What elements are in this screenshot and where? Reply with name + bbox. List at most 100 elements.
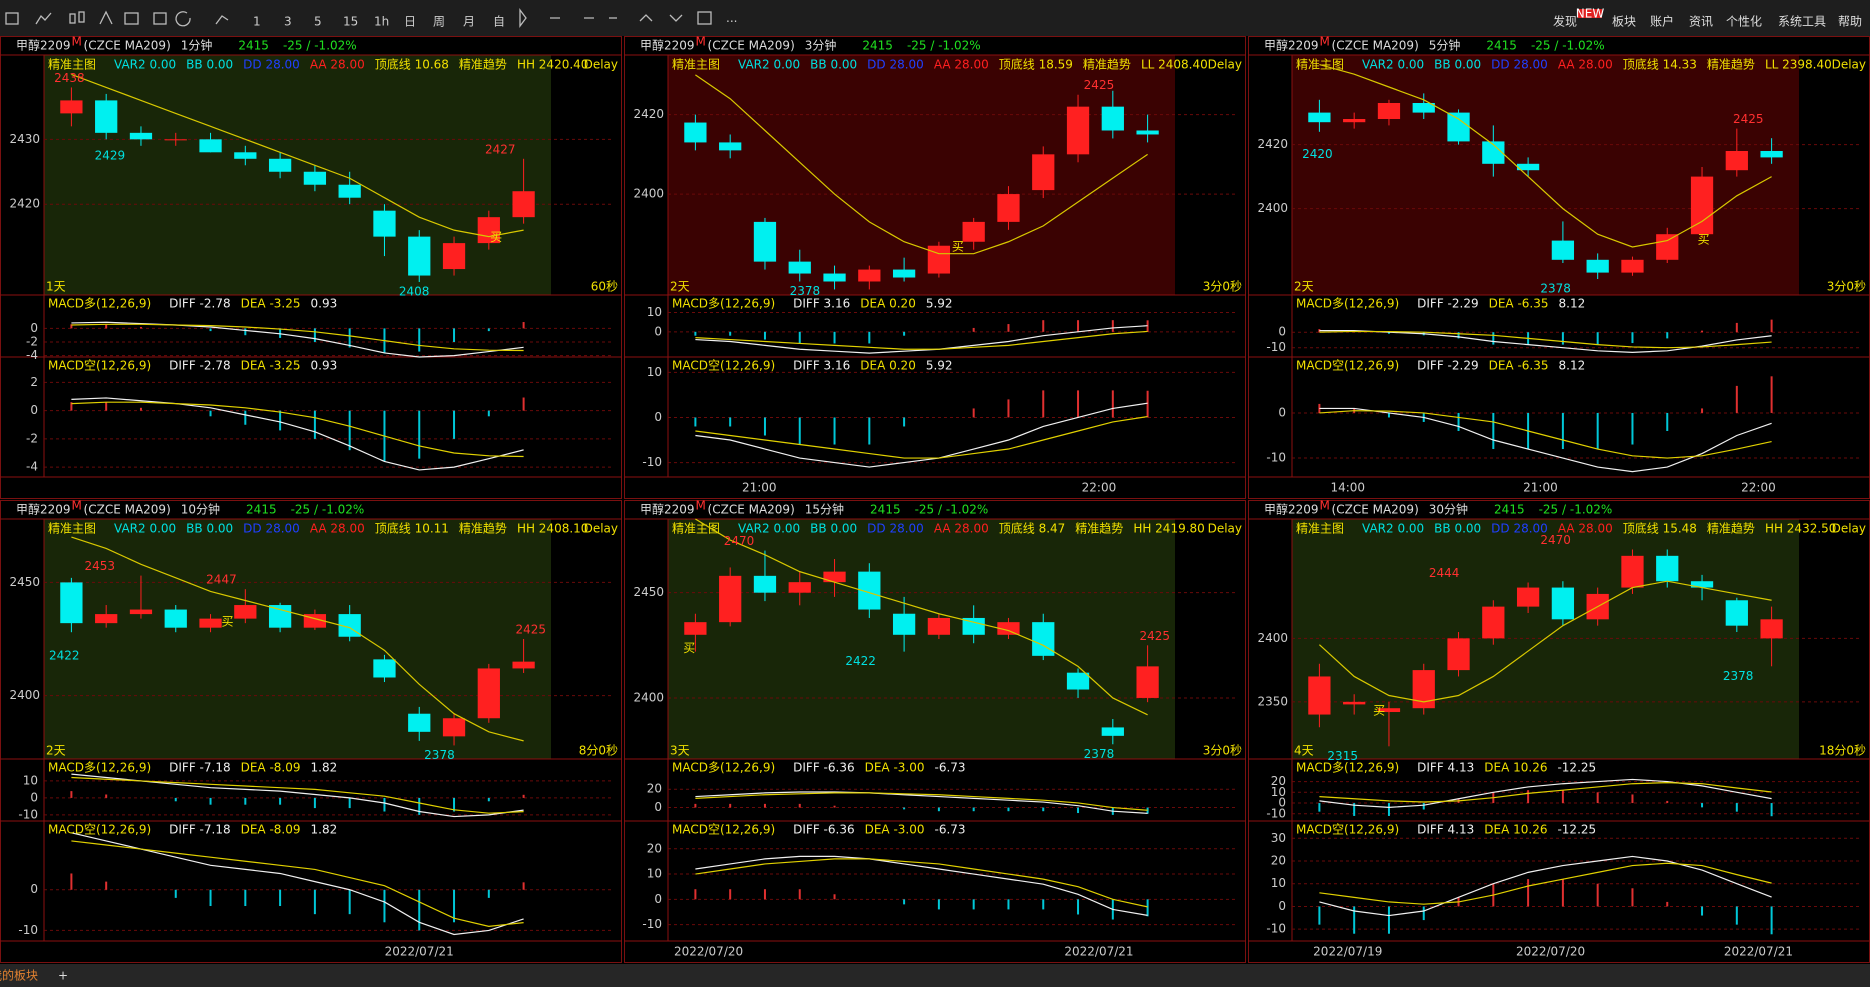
candle-body bbox=[1412, 103, 1435, 113]
dea-line bbox=[71, 776, 524, 814]
price: 2415 bbox=[870, 503, 901, 517]
period-button[interactable]: 月 bbox=[463, 15, 475, 29]
candle-body bbox=[60, 582, 83, 624]
candle-body bbox=[858, 269, 881, 282]
period-button[interactable]: 5 bbox=[314, 15, 322, 29]
y-tick-label: 2400 bbox=[1257, 631, 1288, 645]
macd-value: 8.12 bbox=[1559, 359, 1586, 373]
candle-body bbox=[892, 269, 916, 278]
legend-item: 精准主图 bbox=[48, 58, 96, 72]
moving-average bbox=[71, 73, 524, 238]
candle-body bbox=[234, 152, 257, 159]
candle-body bbox=[1032, 154, 1055, 191]
price-annotation: 2420 bbox=[1302, 147, 1333, 161]
badge-bg bbox=[1578, 9, 1602, 18]
y-tick-label: 0 bbox=[30, 403, 38, 417]
legend-item: HH 2419.80 bbox=[1133, 522, 1204, 536]
menu-item[interactable]: 资讯 bbox=[1689, 15, 1713, 29]
y-tick-label: 10 bbox=[647, 867, 662, 881]
candle-body bbox=[1032, 622, 1055, 656]
price-annotation: 2470 bbox=[724, 534, 755, 548]
legend-item: BB 0.00 bbox=[186, 58, 233, 72]
legend-item: DD 28.00 bbox=[243, 58, 300, 72]
menu-item[interactable]: 个性化 bbox=[1726, 15, 1762, 29]
dea-value: DEA 10.26 bbox=[1484, 761, 1547, 775]
candle-body bbox=[129, 609, 153, 615]
candle-body bbox=[788, 261, 811, 274]
candle-body bbox=[684, 122, 707, 143]
tab[interactable]: 我的板块 bbox=[0, 968, 38, 983]
time-label: 22:00 bbox=[1082, 481, 1117, 495]
candle-body bbox=[1308, 112, 1331, 123]
period-button[interactable]: 日 bbox=[404, 15, 416, 29]
candle-body bbox=[1447, 112, 1470, 142]
price-annotation: 2315 bbox=[1327, 749, 1358, 763]
legend-item: 精准趋势 bbox=[1707, 522, 1755, 536]
macd-title: MACD空(12,26,9) bbox=[48, 823, 151, 837]
add-tab[interactable]: + bbox=[58, 969, 68, 983]
interval-label: 60秒 bbox=[591, 280, 618, 294]
legend-item: AA 28.00 bbox=[934, 522, 989, 536]
period-button[interactable]: 周 bbox=[433, 15, 445, 29]
menu-item[interactable]: 账户 bbox=[1650, 14, 1674, 29]
y-tick-label: 10 bbox=[23, 773, 38, 787]
time-label: 2022/07/20 bbox=[674, 945, 743, 959]
more-button[interactable]: ··· bbox=[726, 15, 737, 29]
candle-body bbox=[927, 245, 951, 274]
macd-value: 0.93 bbox=[311, 359, 338, 373]
macd-title: MACD空(12,26,9) bbox=[672, 823, 775, 837]
buy-signal: 买 bbox=[490, 230, 502, 244]
y-tick-label: 0 bbox=[30, 790, 38, 804]
candle-body bbox=[164, 609, 187, 628]
period-button[interactable]: 自 bbox=[493, 15, 505, 29]
dea-line bbox=[1319, 410, 1772, 459]
legend-item: BB 0.00 bbox=[810, 58, 857, 72]
legend-item: BB 0.00 bbox=[1434, 58, 1481, 72]
y-tick-label: 30 bbox=[1271, 831, 1286, 845]
period-button[interactable]: 1 bbox=[253, 15, 261, 29]
candle-body bbox=[1621, 259, 1644, 273]
candle-body bbox=[512, 661, 535, 669]
candle-body bbox=[823, 273, 846, 282]
buy-signal: 买 bbox=[221, 615, 233, 629]
delay-label: Delay bbox=[584, 58, 618, 72]
price-annotation: 2425 bbox=[515, 623, 546, 637]
dea-value: DEA -6.35 bbox=[1489, 297, 1549, 311]
macd-title: MACD多(12,26,9) bbox=[48, 297, 151, 311]
price-annotation: 2425 bbox=[1084, 78, 1115, 92]
legend-item: AA 28.00 bbox=[310, 58, 365, 72]
price-annotation: 2425 bbox=[1139, 629, 1170, 643]
candle-body bbox=[234, 605, 257, 619]
macd-title: MACD多(12,26,9) bbox=[1296, 761, 1399, 775]
dea-value: DEA 10.26 bbox=[1484, 823, 1547, 837]
candle-body bbox=[442, 718, 466, 737]
dea-line bbox=[1319, 330, 1772, 349]
legend-item: 精准趋势 bbox=[459, 58, 507, 72]
candle-body bbox=[823, 571, 846, 583]
menu-item[interactable]: 板块 bbox=[1612, 15, 1636, 29]
candle-body bbox=[95, 100, 118, 133]
macd-value: -6.73 bbox=[935, 823, 966, 837]
chart-panel: 甲醇2209 M (CZCE MA209) 3分钟 2415 -25 / -1.02% 精准… bbox=[624, 35, 1246, 499]
legend-item: HH 2408.10 bbox=[517, 522, 588, 536]
time-label: 2022/07/19 bbox=[1313, 945, 1382, 959]
price-annotation: 2378 bbox=[1540, 282, 1571, 296]
badge: NEW bbox=[1576, 7, 1605, 21]
period-button[interactable]: 3 bbox=[284, 15, 292, 29]
legend-item: 顶底线 15.48 bbox=[1623, 521, 1697, 536]
menu-item[interactable]: 系统工具 bbox=[1778, 15, 1826, 29]
price-annotation: 2429 bbox=[95, 148, 126, 162]
menu-item[interactable]: 发现 bbox=[1553, 14, 1577, 29]
period-button[interactable]: 1h bbox=[374, 15, 389, 29]
diff-value: DIFF -6.36 bbox=[793, 823, 854, 837]
menu-item[interactable]: 帮助 bbox=[1838, 15, 1862, 29]
chart-panel: 甲醇2209 M (CZCE MA209) 1分钟 2415 -25 / -1.02% 精准… bbox=[0, 35, 622, 499]
macd-value: 5.92 bbox=[926, 297, 953, 311]
price-annotation: 2422 bbox=[845, 654, 876, 668]
candle-body bbox=[303, 171, 327, 185]
symbol: 甲醇2209 bbox=[1264, 502, 1319, 517]
delay-label: Delay bbox=[1832, 522, 1866, 536]
candle-body bbox=[268, 605, 292, 628]
price: 2415 bbox=[238, 39, 269, 53]
period-button[interactable]: 15 bbox=[343, 15, 358, 29]
